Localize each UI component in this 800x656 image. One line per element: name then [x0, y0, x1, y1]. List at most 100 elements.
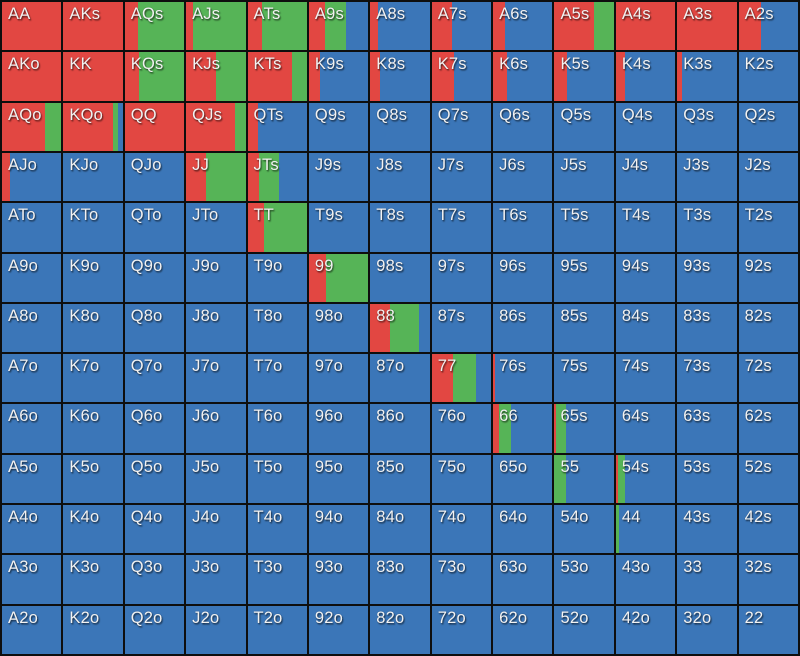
- hand-cell-84o[interactable]: 84o: [370, 505, 430, 554]
- hand-cell-J8s[interactable]: J8s: [370, 152, 430, 202]
- hand-cell-J3o[interactable]: J3o: [186, 555, 246, 604]
- hand-cell-AJs[interactable]: AJs: [186, 2, 246, 51]
- hand-cell-J4o[interactable]: J4o: [186, 505, 246, 554]
- hand-cell-Q6s[interactable]: Q6s: [493, 102, 553, 151]
- hand-cell-K8o[interactable]: K8o: [63, 303, 123, 353]
- hand-cell-84s[interactable]: 84s: [615, 303, 676, 353]
- hand-cell-A4o[interactable]: A4o: [2, 505, 62, 554]
- hand-cell-J7s[interactable]: J7s: [431, 152, 492, 202]
- hand-cell-A3s[interactable]: A3s: [677, 2, 737, 51]
- hand-cell-74s[interactable]: 74s: [615, 354, 676, 403]
- hand-cell-AKo[interactable]: AKo: [2, 52, 62, 101]
- hand-cell-82o[interactable]: 82o: [370, 605, 430, 654]
- hand-cell-Q5s[interactable]: Q5s: [554, 102, 614, 151]
- hand-cell-J6o[interactable]: J6o: [186, 404, 246, 453]
- hand-cell-QJo[interactable]: QJo: [124, 152, 185, 202]
- hand-cell-Q4s[interactable]: Q4s: [615, 102, 676, 151]
- hand-cell-ATo[interactable]: ATo: [2, 203, 62, 252]
- hand-cell-QTs[interactable]: QTs: [247, 102, 307, 151]
- hand-cell-T6s[interactable]: T6s: [493, 203, 553, 252]
- hand-cell-55[interactable]: 55: [554, 454, 614, 504]
- hand-cell-A6o[interactable]: A6o: [2, 404, 62, 453]
- hand-cell-94o[interactable]: 94o: [308, 505, 369, 554]
- hand-cell-Q7s[interactable]: Q7s: [431, 102, 492, 151]
- hand-cell-T9s[interactable]: T9s: [308, 203, 369, 252]
- hand-cell-53s[interactable]: 53s: [677, 454, 737, 504]
- hand-cell-TT[interactable]: TT: [247, 203, 307, 252]
- hand-cell-AA[interactable]: AA: [2, 2, 62, 51]
- hand-cell-A4s[interactable]: A4s: [615, 2, 676, 51]
- hand-cell-A2s[interactable]: A2s: [738, 2, 798, 51]
- hand-cell-32s[interactable]: 32s: [738, 555, 798, 604]
- hand-cell-K4o[interactable]: K4o: [63, 505, 123, 554]
- hand-cell-A2o[interactable]: A2o: [2, 605, 62, 654]
- hand-cell-33[interactable]: 33: [677, 555, 737, 604]
- hand-cell-A5s[interactable]: A5s: [554, 2, 614, 51]
- hand-cell-73s[interactable]: 73s: [677, 354, 737, 403]
- hand-cell-83o[interactable]: 83o: [370, 555, 430, 604]
- hand-cell-65s[interactable]: 65s: [554, 404, 614, 453]
- hand-cell-J9o[interactable]: J9o: [186, 253, 246, 302]
- hand-cell-T8s[interactable]: T8s: [370, 203, 430, 252]
- hand-cell-64o[interactable]: 64o: [493, 505, 553, 554]
- hand-cell-J4s[interactable]: J4s: [615, 152, 676, 202]
- hand-cell-K4s[interactable]: K4s: [615, 52, 676, 101]
- hand-cell-K6o[interactable]: K6o: [63, 404, 123, 453]
- hand-cell-75s[interactable]: 75s: [554, 354, 614, 403]
- hand-cell-T2o[interactable]: T2o: [247, 605, 307, 654]
- hand-cell-66[interactable]: 66: [493, 404, 553, 453]
- hand-cell-86s[interactable]: 86s: [493, 303, 553, 353]
- hand-cell-44[interactable]: 44: [615, 505, 676, 554]
- hand-cell-99[interactable]: 99: [308, 253, 369, 302]
- hand-cell-98o[interactable]: 98o: [308, 303, 369, 353]
- hand-cell-T6o[interactable]: T6o: [247, 404, 307, 453]
- hand-cell-77[interactable]: 77: [431, 354, 492, 403]
- hand-cell-Q3s[interactable]: Q3s: [677, 102, 737, 151]
- hand-cell-T7o[interactable]: T7o: [247, 354, 307, 403]
- hand-cell-Q4o[interactable]: Q4o: [124, 505, 185, 554]
- hand-cell-T4s[interactable]: T4s: [615, 203, 676, 252]
- hand-cell-AQs[interactable]: AQs: [124, 2, 185, 51]
- hand-cell-76s[interactable]: 76s: [493, 354, 553, 403]
- hand-cell-42s[interactable]: 42s: [738, 505, 798, 554]
- hand-cell-76o[interactable]: 76o: [431, 404, 492, 453]
- hand-cell-52o[interactable]: 52o: [554, 605, 614, 654]
- hand-cell-Q6o[interactable]: Q6o: [124, 404, 185, 453]
- hand-cell-J9s[interactable]: J9s: [308, 152, 369, 202]
- hand-cell-Q7o[interactable]: Q7o: [124, 354, 185, 403]
- hand-cell-95s[interactable]: 95s: [554, 253, 614, 302]
- hand-cell-JTs[interactable]: JTs: [247, 152, 307, 202]
- hand-cell-97o[interactable]: 97o: [308, 354, 369, 403]
- hand-cell-QTo[interactable]: QTo: [124, 203, 185, 252]
- hand-cell-85s[interactable]: 85s: [554, 303, 614, 353]
- hand-cell-62o[interactable]: 62o: [493, 605, 553, 654]
- hand-cell-JTo[interactable]: JTo: [186, 203, 246, 252]
- hand-cell-Q9s[interactable]: Q9s: [308, 102, 369, 151]
- hand-cell-T2s[interactable]: T2s: [738, 203, 798, 252]
- hand-cell-95o[interactable]: 95o: [308, 454, 369, 504]
- hand-cell-83s[interactable]: 83s: [677, 303, 737, 353]
- hand-cell-T5o[interactable]: T5o: [247, 454, 307, 504]
- hand-cell-Q8o[interactable]: Q8o: [124, 303, 185, 353]
- hand-cell-K8s[interactable]: K8s: [370, 52, 430, 101]
- hand-cell-A7o[interactable]: A7o: [2, 354, 62, 403]
- hand-cell-KQo[interactable]: KQo: [63, 102, 123, 151]
- hand-cell-43o[interactable]: 43o: [615, 555, 676, 604]
- hand-cell-AKs[interactable]: AKs: [63, 2, 123, 51]
- hand-cell-K6s[interactable]: K6s: [493, 52, 553, 101]
- hand-cell-93s[interactable]: 93s: [677, 253, 737, 302]
- hand-cell-T7s[interactable]: T7s: [431, 203, 492, 252]
- hand-cell-KQs[interactable]: KQs: [124, 52, 185, 101]
- hand-cell-96s[interactable]: 96s: [493, 253, 553, 302]
- hand-cell-AQo[interactable]: AQo: [2, 102, 62, 151]
- hand-cell-AJo[interactable]: AJo: [2, 152, 62, 202]
- hand-cell-K2o[interactable]: K2o: [63, 605, 123, 654]
- hand-cell-54s[interactable]: 54s: [615, 454, 676, 504]
- hand-cell-98s[interactable]: 98s: [370, 253, 430, 302]
- hand-cell-74o[interactable]: 74o: [431, 505, 492, 554]
- hand-cell-A9s[interactable]: A9s: [308, 2, 369, 51]
- hand-cell-A7s[interactable]: A7s: [431, 2, 492, 51]
- hand-cell-A5o[interactable]: A5o: [2, 454, 62, 504]
- hand-cell-K9s[interactable]: K9s: [308, 52, 369, 101]
- hand-cell-J7o[interactable]: J7o: [186, 354, 246, 403]
